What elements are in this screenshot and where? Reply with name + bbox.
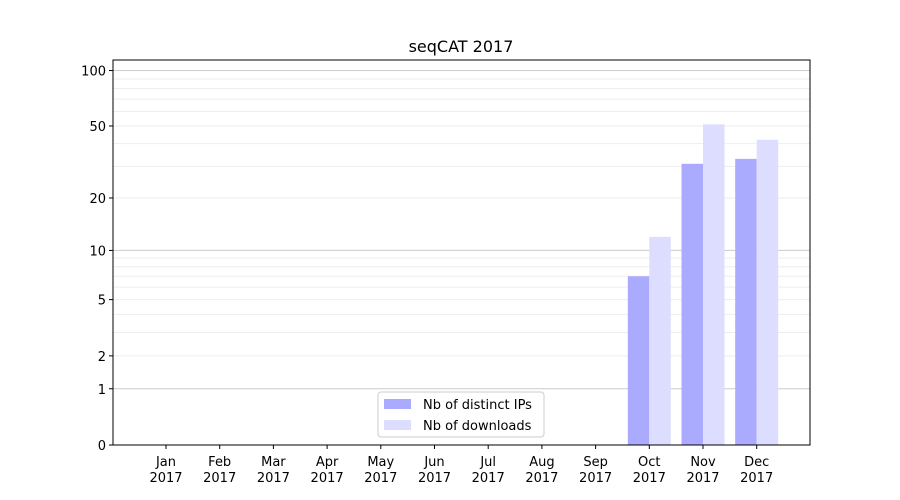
bar-downloads (756, 139, 779, 446)
x-tick-label: Apr (316, 455, 339, 470)
x-tick-label: 2017 (257, 471, 290, 486)
bar-downloads (649, 236, 671, 445)
bar-distinct-ips (681, 163, 703, 445)
y-tick-label: 100 (81, 65, 106, 80)
x-tick-label: Jan (155, 455, 176, 470)
chart-title: seqCAT 2017 (409, 37, 514, 56)
x-tick-label: Jul (479, 455, 496, 470)
bar-distinct-ips (627, 276, 650, 445)
x-tick-label: 2017 (311, 471, 344, 486)
x-tick-label: 2017 (633, 471, 666, 486)
plot-frame (112, 59, 811, 446)
y-tick-label: 0 (98, 439, 106, 454)
x-tick-label: 2017 (149, 471, 182, 486)
legend: Nb of distinct IPs Nb of downloads (377, 391, 545, 438)
x-tick-label: Jun (423, 455, 444, 470)
x-tick-label: Aug (529, 455, 554, 470)
x-tick-label: Feb (208, 455, 231, 470)
y-tick-label: 1 (98, 383, 106, 398)
legend-label: Nb of distinct IPs (423, 398, 532, 413)
y-tick-label: 20 (89, 192, 106, 207)
x-tick-label: 2017 (525, 471, 558, 486)
bar-downloads (703, 124, 725, 446)
legend-swatch (384, 399, 411, 409)
x-tick-label: May (367, 455, 394, 470)
legend-label: Nb of downloads (423, 419, 532, 434)
x-tick-label: 2017 (579, 471, 612, 486)
legend-box (377, 391, 545, 438)
x-tick-label: Dec (744, 455, 769, 470)
x-tick-label: Mar (261, 455, 286, 470)
x-tick-label: Sep (583, 455, 608, 470)
x-tick-label: 2017 (203, 471, 236, 486)
x-tick-label: 2017 (472, 471, 505, 486)
x-tick-label: Oct (638, 455, 660, 470)
x-tick-label: 2017 (740, 471, 773, 486)
y-tick-label: 10 (89, 244, 106, 259)
x-tick-label: 2017 (364, 471, 397, 486)
x-tick-label: 2017 (418, 471, 451, 486)
x-tick-label: 2017 (686, 471, 719, 486)
legend-swatch (384, 420, 411, 430)
y-tick-label: 5 (98, 294, 106, 309)
bar-distinct-ips (735, 158, 757, 445)
x-tick-label: Nov (690, 455, 716, 470)
y-tick-label: 50 (89, 120, 106, 135)
y-tick-label: 2 (98, 350, 106, 365)
